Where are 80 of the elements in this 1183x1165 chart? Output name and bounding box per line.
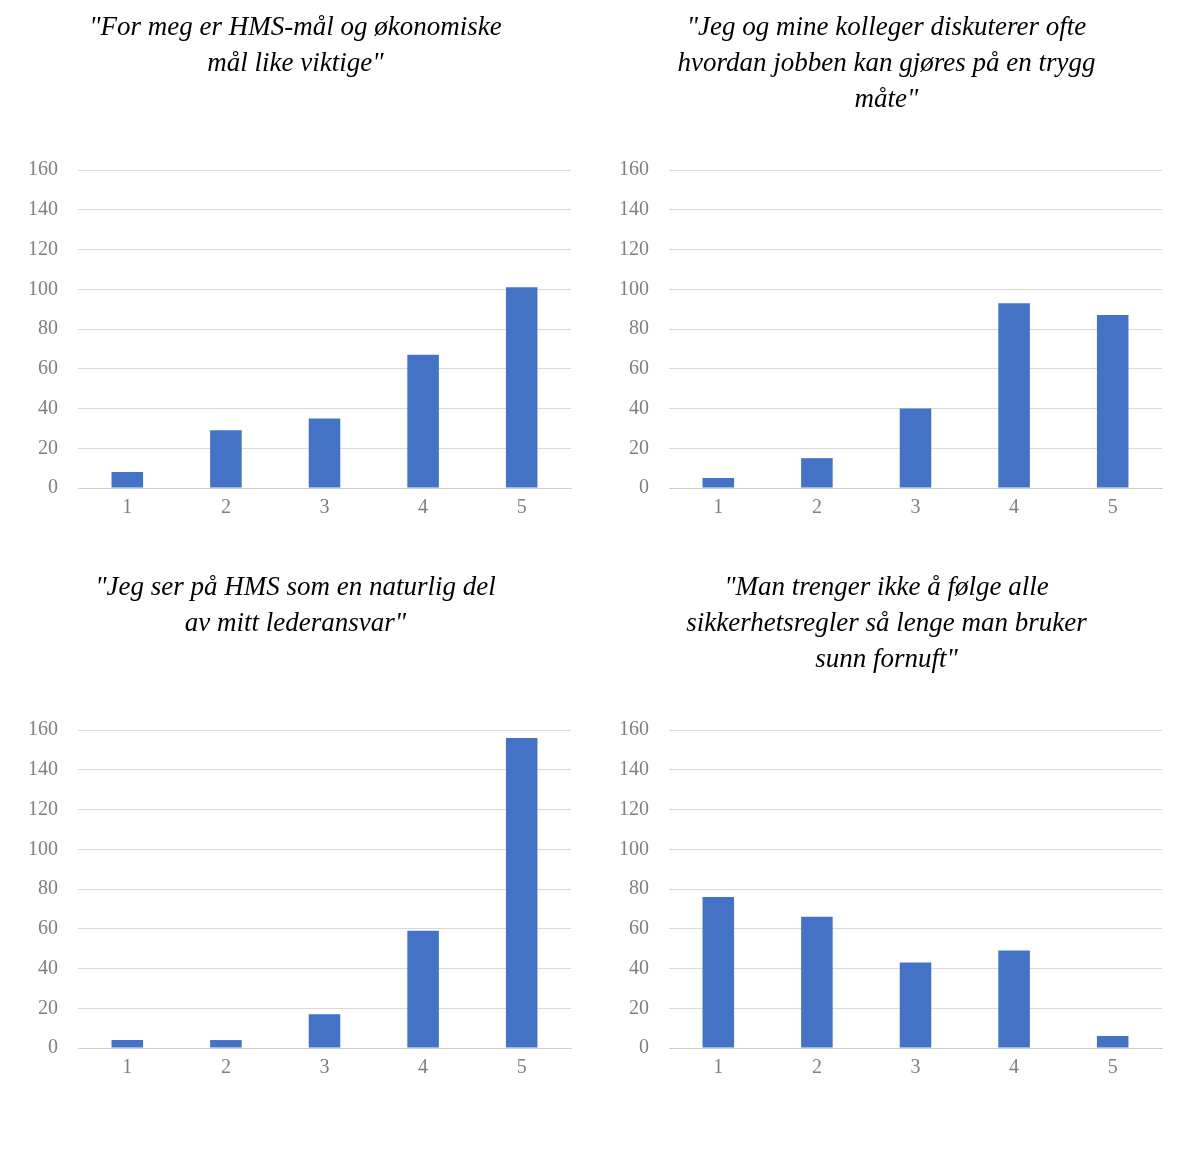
bar [210,1040,242,1048]
bar [1096,315,1129,488]
y-tick-label: 140 [28,757,58,779]
y-tick-label: 120 [28,236,58,259]
y-tick-label: 140 [619,757,649,779]
y-tick-label: 20 [38,435,58,458]
y-tick-label: 100 [619,836,649,859]
x-tick-label: 4 [418,1055,429,1078]
x-tick-label: 2 [811,495,822,518]
y-tick-label: 0 [48,475,58,498]
bar [210,430,242,488]
y-tick-label: 60 [629,916,649,938]
x-tick-label: 3 [319,495,330,518]
bar [801,458,833,488]
y-tick-label: 80 [38,316,58,339]
x-tick-label: 2 [220,495,231,518]
y-tick-label: 120 [619,236,649,259]
y-tick-label: 140 [28,197,58,219]
y-tick-label: 20 [629,435,649,458]
y-tick-label: 120 [619,796,649,819]
x-tick-label: 3 [910,495,921,518]
chart-title: "Jeg ser på HMS som en naturlig del av mitt lederansvar" [94,570,497,639]
y-tick-label: 100 [619,276,649,299]
x-tick-label: 2 [811,1055,822,1078]
y-tick-label: 60 [38,916,58,938]
bar [111,1040,144,1048]
y-tick-label: 100 [28,276,58,299]
bar [308,1014,341,1048]
x-tick-label: 4 [418,495,429,518]
y-tick-label: 0 [48,1035,58,1058]
y-tick-label: 160 [28,717,58,740]
bar [801,916,833,1048]
y-tick-label: 140 [619,197,649,219]
y-tick-label: 100 [28,836,58,859]
bar [407,354,439,488]
y-tick-label: 0 [639,1035,649,1058]
y-tick-label: 160 [619,717,649,740]
x-tick-label: 4 [1009,495,1020,518]
y-tick-label: 40 [629,395,649,418]
y-tick-label: 80 [629,316,649,339]
y-tick-label: 0 [639,475,649,498]
x-tick-label: 1 [713,1055,724,1078]
x-tick-label: 4 [1009,1055,1020,1078]
bar [702,896,735,1048]
y-tick-label: 20 [38,995,58,1018]
bar [407,930,439,1048]
y-tick-label: 40 [629,955,649,978]
bar [702,478,735,488]
bar [505,737,538,1048]
y-tick-label: 160 [619,157,649,180]
y-tick-label: 20 [629,995,649,1018]
bar [899,962,932,1048]
x-tick-label: 1 [122,495,133,518]
x-tick-label: 5 [516,1055,527,1078]
x-tick-label: 5 [1107,1055,1118,1078]
y-tick-label: 160 [28,157,58,180]
x-tick-label: 5 [1107,495,1118,518]
x-tick-label: 5 [516,495,527,518]
y-tick-label: 80 [38,876,58,899]
bar [899,408,932,488]
bar [505,287,538,488]
chart-title: "Man trenger ikke å følge alle sikkerhetsregler så lenge man bruker sunn fornuft" [685,570,1088,675]
bar [998,950,1030,1048]
x-tick-label: 1 [713,495,724,518]
x-tick-label: 3 [910,1055,921,1078]
y-tick-label: 40 [38,955,58,978]
x-tick-label: 3 [319,1055,330,1078]
chart-title: "For meg er HMS-mål og økonomiske mål like viktige" [88,10,503,79]
y-tick-label: 60 [629,356,649,378]
bar [111,472,144,488]
bar [1096,1036,1129,1048]
x-tick-label: 2 [220,1055,231,1078]
y-tick-label: 40 [38,395,58,418]
y-tick-label: 120 [28,796,58,819]
x-tick-label: 1 [122,1055,133,1078]
chart-title: "Jeg og mine kolleger diskuterer ofte hvordan jobben kan gjøres på en trygg måte" [676,10,1097,115]
bar [998,303,1030,488]
y-tick-label: 60 [38,356,58,378]
y-tick-label: 80 [629,876,649,899]
bar [308,418,341,488]
